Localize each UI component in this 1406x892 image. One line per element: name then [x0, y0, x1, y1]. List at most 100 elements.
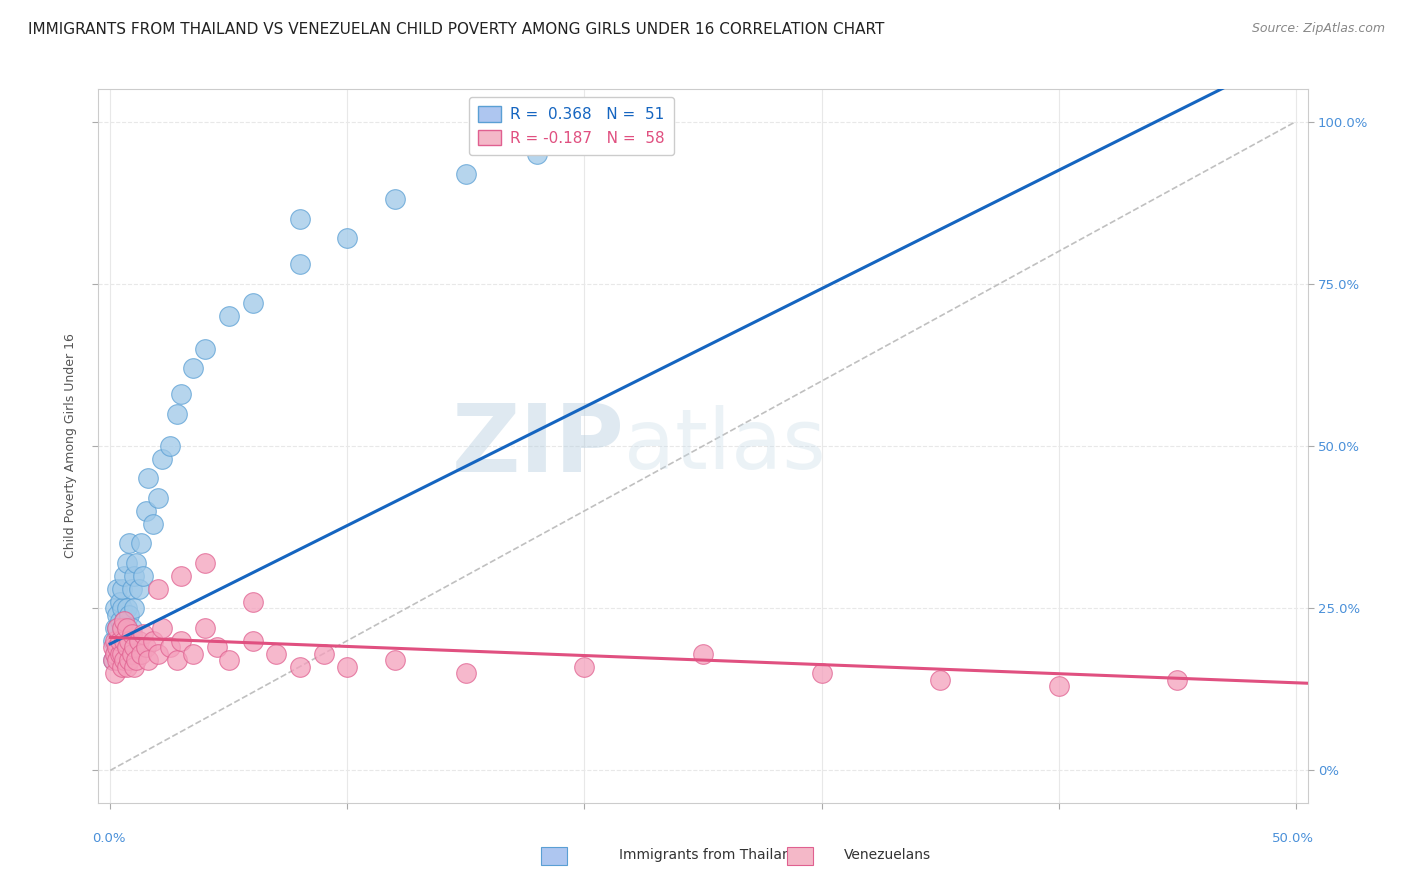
Point	[312, 647, 335, 661]
Point	[132, 627, 155, 641]
Point	[114, 653, 136, 667]
Point	[104, 647, 127, 661]
Point	[170, 387, 193, 401]
Point	[108, 633, 131, 648]
Point	[118, 653, 141, 667]
Point	[242, 296, 264, 310]
Point	[104, 601, 127, 615]
Point	[135, 640, 157, 654]
Point	[128, 582, 150, 596]
Point	[105, 640, 128, 654]
Point	[122, 601, 145, 615]
Point	[121, 621, 143, 635]
Point	[136, 471, 159, 485]
Point	[105, 621, 128, 635]
Legend: R =  0.368   N =  51, R = -0.187   N =  58: R = 0.368 N = 51, R = -0.187 N = 58	[468, 97, 673, 155]
Point	[105, 621, 128, 635]
Text: 0.0%: 0.0%	[93, 832, 127, 845]
Point	[166, 653, 188, 667]
Point	[288, 257, 311, 271]
Point	[101, 633, 124, 648]
Point	[108, 614, 131, 628]
Point	[146, 491, 169, 505]
Point	[194, 621, 217, 635]
Point	[692, 647, 714, 661]
Point	[105, 653, 128, 667]
Point	[121, 627, 143, 641]
Point	[125, 653, 148, 667]
Point	[218, 310, 240, 324]
Point	[101, 653, 124, 667]
Point	[454, 167, 477, 181]
Point	[929, 673, 952, 687]
Point	[108, 647, 131, 661]
Point	[1166, 673, 1188, 687]
Point	[135, 504, 157, 518]
Point	[105, 582, 128, 596]
Point	[170, 568, 193, 582]
Point	[526, 147, 548, 161]
Point	[101, 640, 124, 654]
Text: Source: ZipAtlas.com: Source: ZipAtlas.com	[1251, 22, 1385, 36]
Point	[810, 666, 832, 681]
Point	[115, 556, 138, 570]
Text: Venezuelans: Venezuelans	[844, 847, 931, 862]
Point	[125, 556, 148, 570]
Point	[288, 211, 311, 226]
Point	[104, 647, 127, 661]
Point	[181, 647, 204, 661]
Point	[264, 647, 287, 661]
Y-axis label: Child Poverty Among Girls Under 16: Child Poverty Among Girls Under 16	[63, 334, 77, 558]
Point	[132, 568, 155, 582]
Text: atlas: atlas	[624, 406, 827, 486]
Point	[288, 659, 311, 673]
Point	[121, 647, 143, 661]
Point	[129, 647, 152, 661]
Point	[111, 582, 134, 596]
Point	[114, 633, 136, 648]
Point	[114, 614, 136, 628]
Point	[118, 607, 141, 622]
Point	[574, 128, 596, 142]
Point	[159, 439, 181, 453]
Point	[129, 536, 152, 550]
Point	[108, 633, 131, 648]
Point	[1047, 679, 1070, 693]
Point	[152, 452, 174, 467]
Point	[384, 193, 406, 207]
Text: IMMIGRANTS FROM THAILAND VS VENEZUELAN CHILD POVERTY AMONG GIRLS UNDER 16 CORREL: IMMIGRANTS FROM THAILAND VS VENEZUELAN C…	[28, 22, 884, 37]
Point	[111, 601, 134, 615]
Point	[115, 621, 138, 635]
Point	[108, 595, 131, 609]
Point	[114, 633, 136, 648]
Point	[111, 640, 134, 654]
Point	[104, 633, 127, 648]
Text: 50.0%: 50.0%	[1271, 832, 1313, 845]
Point	[111, 647, 134, 661]
Point	[242, 633, 264, 648]
Point	[115, 621, 138, 635]
Point	[146, 582, 169, 596]
Point	[105, 607, 128, 622]
Point	[122, 659, 145, 673]
Point	[194, 556, 217, 570]
Point	[128, 633, 150, 648]
Point	[242, 595, 264, 609]
Point	[121, 582, 143, 596]
Point	[118, 536, 141, 550]
Point	[152, 621, 174, 635]
Point	[454, 666, 477, 681]
Point	[118, 633, 141, 648]
Point	[205, 640, 228, 654]
Point	[101, 653, 124, 667]
Point	[218, 653, 240, 667]
Point	[122, 640, 145, 654]
Point	[336, 231, 359, 245]
Point	[146, 647, 169, 661]
Point	[170, 633, 193, 648]
Point	[111, 621, 134, 635]
Point	[115, 640, 138, 654]
Point	[122, 568, 145, 582]
Point	[574, 659, 596, 673]
Point	[115, 659, 138, 673]
